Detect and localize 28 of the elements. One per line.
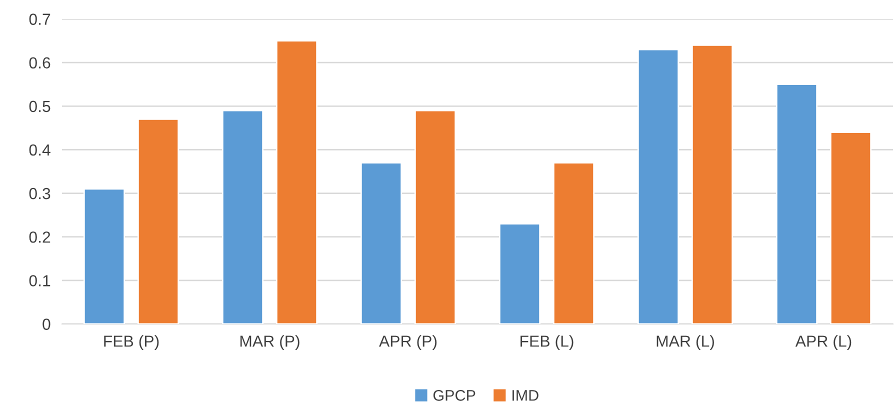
bar <box>360 162 402 324</box>
bar <box>137 118 180 324</box>
x-tick-label: APR (L) <box>795 335 852 350</box>
x-tick-label: MAR (L) <box>656 335 714 350</box>
y-tick-label: 0.7 <box>29 14 50 25</box>
bar <box>222 110 264 324</box>
y-tick-label: 0.3 <box>29 188 50 200</box>
bar <box>498 223 541 324</box>
y-tick-label: 0.6 <box>29 57 50 69</box>
bar <box>414 110 456 324</box>
legend-label: IMD <box>512 390 538 401</box>
x-tick-label: MAR (P) <box>240 335 300 350</box>
y-tick-label: 0 <box>42 318 50 330</box>
bar <box>691 44 734 324</box>
x-tick-label: FEB (P) <box>104 335 159 350</box>
bar <box>552 162 595 324</box>
y-tick-label: 0.1 <box>29 275 50 286</box>
bar <box>830 132 872 324</box>
y-tick-label: 0.5 <box>29 100 50 112</box>
y-tick-label: 0.2 <box>29 231 50 243</box>
legend-label: GPCP <box>433 390 476 401</box>
bar <box>637 48 680 324</box>
x-tick-label: FEB (L) <box>520 335 574 350</box>
x-tick-label: APR (P) <box>378 335 437 350</box>
bar <box>776 84 818 324</box>
bar <box>83 188 126 324</box>
bar <box>276 40 318 324</box>
y-tick-label: 0.4 <box>29 144 50 156</box>
